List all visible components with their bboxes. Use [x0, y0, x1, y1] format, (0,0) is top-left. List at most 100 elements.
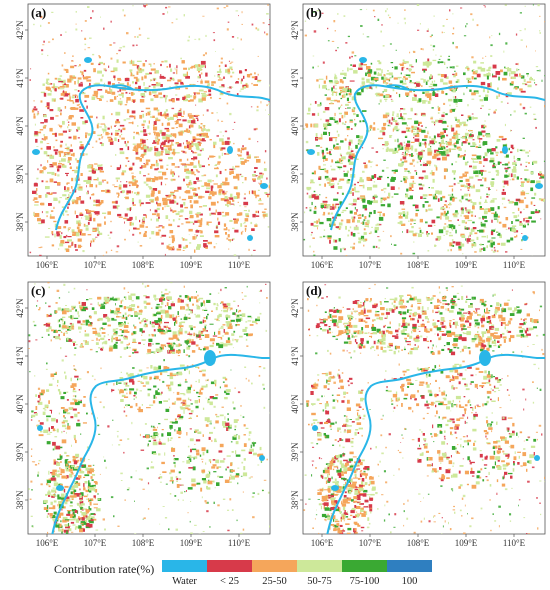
land-patch — [141, 222, 145, 224]
land-patch — [160, 84, 163, 87]
land-patch — [66, 337, 69, 341]
lat-tick-label: 41°N — [290, 68, 300, 88]
land-patch — [93, 199, 96, 202]
land-patch — [203, 243, 207, 247]
land-patch — [208, 94, 211, 96]
land-patch — [168, 387, 172, 392]
land-patch — [233, 142, 235, 145]
land-patch — [138, 34, 142, 36]
land-patch — [197, 187, 200, 190]
land-patch — [119, 338, 121, 340]
land-patch — [151, 451, 156, 455]
land-patch — [164, 127, 169, 130]
land-patch — [350, 231, 353, 236]
land-patch — [91, 479, 94, 481]
land-patch — [535, 209, 537, 212]
land-patch — [52, 162, 57, 166]
land-patch — [407, 140, 411, 143]
land-patch — [39, 129, 44, 131]
land-patch — [222, 190, 225, 194]
land-patch — [431, 107, 434, 109]
land-patch — [102, 181, 104, 183]
land-patch — [362, 198, 366, 203]
land-patch — [207, 480, 213, 485]
land-patch — [445, 113, 448, 116]
land-patch — [226, 28, 229, 31]
land-patch — [363, 162, 366, 164]
land-patch — [387, 70, 389, 72]
land-patch — [49, 155, 55, 159]
land-patch — [227, 323, 232, 326]
land-patch — [237, 37, 239, 39]
land-patch — [508, 227, 510, 230]
land-patch — [210, 201, 216, 206]
land-patch — [312, 237, 315, 239]
land-patch — [61, 439, 67, 444]
land-patch — [196, 177, 199, 180]
land-patch — [479, 248, 482, 253]
land-patch — [244, 159, 247, 163]
land-patch — [130, 70, 132, 73]
land-patch — [122, 314, 125, 318]
land-patch — [414, 113, 417, 116]
land-patch — [489, 239, 493, 243]
land-patch — [413, 50, 416, 53]
land-patch — [233, 434, 237, 438]
land-patch — [237, 78, 240, 80]
land-patch — [373, 174, 377, 178]
land-patch — [54, 436, 58, 438]
land-patch — [481, 248, 485, 250]
land-patch — [219, 131, 222, 133]
land-patch — [213, 39, 216, 42]
land-patch — [227, 21, 230, 23]
land-patch — [231, 68, 233, 71]
land-patch — [185, 190, 191, 194]
land-patch — [191, 341, 196, 345]
land-patch — [175, 127, 178, 129]
land-patch — [351, 55, 353, 58]
land-patch — [115, 341, 118, 344]
land-patch — [164, 452, 166, 456]
land-patch — [201, 138, 205, 142]
land-patch — [118, 216, 123, 218]
land-patch — [503, 180, 509, 185]
land-patch — [79, 470, 83, 474]
land-patch — [132, 5, 134, 7]
land-patch — [65, 375, 67, 380]
land-patch — [444, 61, 446, 65]
land-patch — [217, 336, 223, 338]
land-patch — [168, 344, 172, 348]
land-patch — [349, 226, 352, 229]
land-patch — [335, 49, 337, 52]
land-patch — [48, 470, 50, 475]
land-patch — [80, 492, 84, 497]
land-patch — [347, 35, 350, 38]
water-body — [260, 183, 268, 189]
land-patch — [194, 64, 199, 68]
land-patch — [69, 327, 72, 331]
land-patch — [135, 193, 140, 196]
land-patch — [96, 98, 101, 100]
land-patch — [166, 129, 170, 132]
land-patch — [109, 99, 114, 102]
land-patch — [43, 166, 46, 171]
land-patch — [437, 106, 439, 109]
land-patch — [163, 140, 167, 142]
land-patch — [75, 158, 77, 161]
land-patch — [107, 127, 110, 130]
land-patch — [139, 166, 143, 169]
land-patch — [67, 227, 69, 232]
land-patch — [309, 209, 312, 212]
land-patch — [77, 238, 82, 242]
land-patch — [268, 24, 270, 26]
land-patch — [359, 179, 364, 183]
land-patch — [69, 487, 75, 491]
land-patch — [357, 197, 360, 200]
land-patch — [256, 159, 261, 163]
land-patch — [346, 89, 350, 92]
map-b-svg: 106°E 107°E 108°E 109°E 110°E42°N41°N40°N39°… — [290, 3, 546, 270]
land-patch — [75, 477, 81, 480]
land-patch — [177, 225, 180, 228]
land-patch — [322, 154, 324, 157]
land-patch — [148, 110, 151, 113]
